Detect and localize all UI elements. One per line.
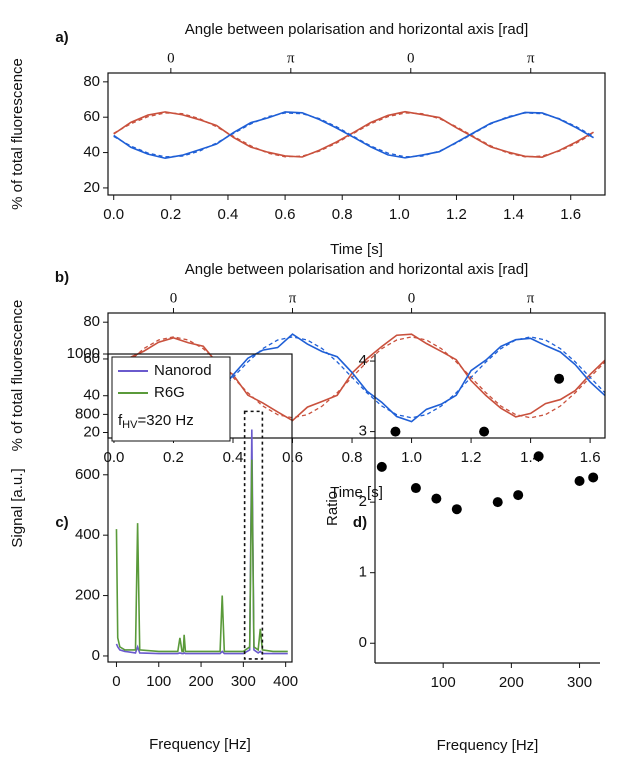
y-tick-label: 200 xyxy=(75,587,100,604)
top-tick-label: 0 xyxy=(167,50,175,66)
x-tick-label: 100 xyxy=(431,674,456,691)
annotation-subscript: HV xyxy=(122,419,138,431)
y-tick-label: 80 xyxy=(83,73,100,90)
series-line xyxy=(115,429,288,655)
y-axis-label: Ratio xyxy=(324,491,341,526)
chart-title: Angle between polarisation and horizonta… xyxy=(185,261,529,278)
series-line xyxy=(115,459,288,653)
y-tick-label: 60 xyxy=(83,350,100,367)
x-tick-label: 1.0 xyxy=(389,206,410,223)
y-tick-label: 400 xyxy=(75,526,100,543)
y-axis-label: % of total fluorescence xyxy=(9,58,26,210)
point xyxy=(533,451,544,462)
y-tick-label: 0 xyxy=(92,647,100,664)
y-tick-label: 40 xyxy=(83,387,100,404)
x-tick-label: 1.4 xyxy=(503,206,524,223)
top-tick-label: π xyxy=(527,50,535,66)
x-axis-label: Time [s] xyxy=(330,241,383,258)
x-tick-label: 200 xyxy=(189,673,214,690)
x-tick-label: 0.4 xyxy=(218,206,239,223)
y-tick-label: 1000 xyxy=(67,345,100,362)
y-tick-label: 20 xyxy=(83,179,100,196)
highlight-box xyxy=(243,410,264,660)
point xyxy=(451,504,462,515)
series-line xyxy=(113,110,594,158)
annotation-text: f xyxy=(118,412,123,429)
x-tick-label: 0.6 xyxy=(275,206,296,223)
legend-label: Nanorod xyxy=(154,362,212,379)
x-tick-label: 300 xyxy=(231,673,256,690)
y-tick-label: 4 xyxy=(359,352,367,369)
x-tick-label: 1.2 xyxy=(446,206,467,223)
panel-label: b) xyxy=(55,269,69,286)
y-tick-label: 20 xyxy=(83,423,100,440)
point xyxy=(376,461,387,472)
point xyxy=(390,426,401,437)
top-tick-label: 0 xyxy=(170,290,178,306)
x-axis-label: Frequency [Hz] xyxy=(437,737,539,754)
x-tick-label: 300 xyxy=(567,674,592,691)
point xyxy=(410,483,421,494)
x-tick-label: 1.2 xyxy=(461,449,482,466)
series-line xyxy=(113,111,594,160)
y-tick-label: 40 xyxy=(83,144,100,161)
panel-label: d) xyxy=(353,514,367,531)
annotation-suffix: =320 Hz xyxy=(137,412,193,429)
y-tick-label: 800 xyxy=(75,405,100,422)
x-tick-label: 0.0 xyxy=(104,449,125,466)
top-tick-label: π xyxy=(287,50,295,66)
chart-title: Angle between polarisation and horizonta… xyxy=(185,21,529,38)
series-line xyxy=(113,112,594,158)
plot-frame xyxy=(107,72,606,196)
y-tick-label: 0 xyxy=(359,634,367,651)
y-tick-label: 1 xyxy=(359,564,367,581)
x-tick-label: 1.0 xyxy=(401,449,422,466)
top-tick-label: π xyxy=(527,290,535,306)
annotation: fHV=320 Hz xyxy=(118,412,194,431)
x-axis-label: Time [s] xyxy=(330,484,383,501)
y-tick-label: 3 xyxy=(359,423,367,440)
x-tick-label: 1.6 xyxy=(580,449,601,466)
point xyxy=(492,497,503,508)
x-tick-label: 0 xyxy=(112,673,120,690)
top-tick-label: 0 xyxy=(408,290,416,306)
x-tick-label: 0.8 xyxy=(342,449,363,466)
top-tick-label: π xyxy=(289,290,297,306)
y-tick-label: 80 xyxy=(83,313,100,330)
panel-label: c) xyxy=(55,514,68,531)
x-tick-label: 400 xyxy=(273,673,298,690)
point xyxy=(513,490,524,501)
legend-label: R6G xyxy=(154,384,185,401)
x-tick-label: 0.2 xyxy=(160,206,181,223)
point xyxy=(588,472,599,483)
x-tick-label: 100 xyxy=(146,673,171,690)
y-axis-label: % of total fluorescence xyxy=(9,300,26,452)
x-tick-label: 0.0 xyxy=(103,206,124,223)
point xyxy=(554,373,565,384)
y-tick-label: 60 xyxy=(83,108,100,125)
x-tick-label: 0.8 xyxy=(332,206,353,223)
x-axis-label: Frequency [Hz] xyxy=(149,736,251,753)
y-tick-label: 600 xyxy=(75,466,100,483)
y-tick-label: 2 xyxy=(359,493,367,510)
top-tick-label: 0 xyxy=(407,50,415,66)
x-tick-label: 1.6 xyxy=(560,206,581,223)
point xyxy=(574,475,585,486)
series-line xyxy=(113,333,605,422)
panel-label: a) xyxy=(55,29,68,46)
plot-frame xyxy=(107,353,293,663)
y-axis-label: Signal [a.u.] xyxy=(9,468,26,547)
x-tick-label: 200 xyxy=(499,674,524,691)
series-line xyxy=(113,112,594,158)
point xyxy=(479,426,490,437)
x-tick-label: 0.2 xyxy=(163,449,184,466)
point xyxy=(431,493,442,504)
x-tick-label: 0.4 xyxy=(223,449,244,466)
